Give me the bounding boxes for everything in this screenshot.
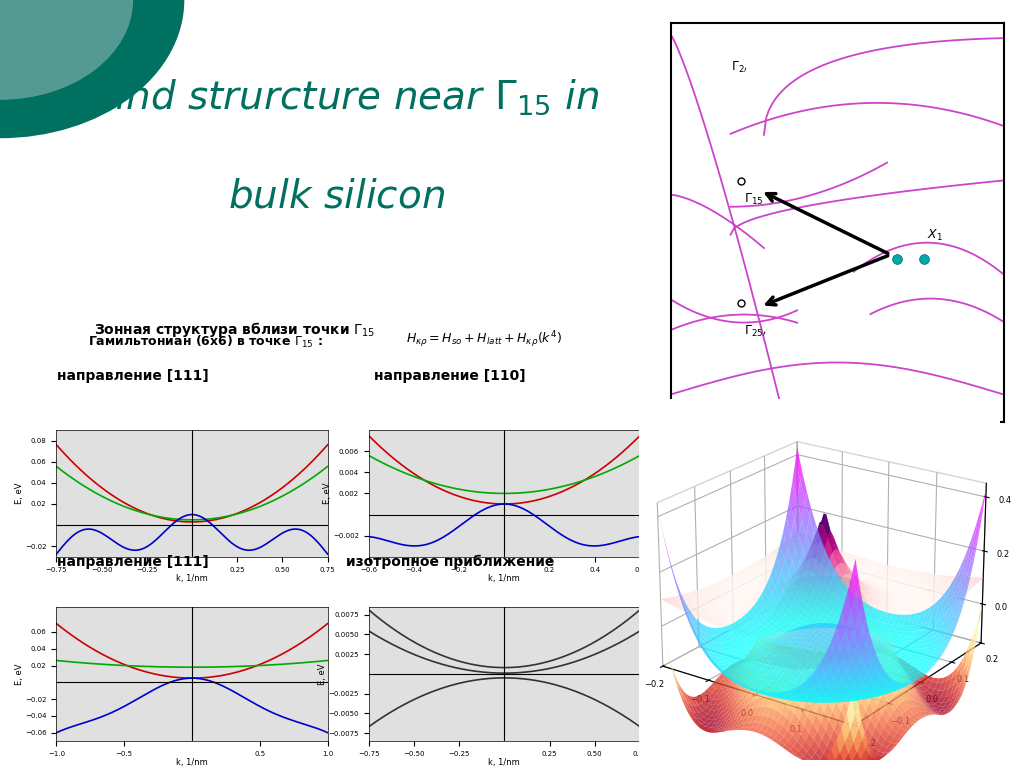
- Y-axis label: E, eV: E, eV: [318, 664, 327, 684]
- Text: Зонная структура вблизи точки $\Gamma_{15}$: Зонная структура вблизи точки $\Gamma_{1…: [93, 319, 375, 339]
- Y-axis label: E, eV: E, eV: [14, 664, 24, 684]
- Text: $\Gamma_{25\prime}$: $\Gamma_{25\prime}$: [743, 323, 766, 339]
- X-axis label: k, 1/nm: k, 1/nm: [488, 758, 520, 767]
- Text: $\mathbf{\it{Band\ strurcture\ near\ \Gamma_{15}\ in}}$: $\mathbf{\it{Band\ strurcture\ near\ \Ga…: [75, 78, 599, 117]
- Wedge shape: [0, 0, 133, 100]
- Wedge shape: [0, 0, 184, 138]
- Text: $X_1$: $X_1$: [927, 227, 943, 243]
- X-axis label: k, 1/nm: k, 1/nm: [176, 758, 208, 767]
- Text: изотропное приближение: изотропное приближение: [346, 555, 554, 569]
- Text: $H_{\kappa\rho}=H_{so}+H_{latt}+H_{\kappa\rho}(k^4)$: $H_{\kappa\rho}=H_{so}+H_{latt}+H_{\kapp…: [406, 329, 561, 349]
- Text: $\mathbf{\it{bulk\ silicon}}$: $\mathbf{\it{bulk\ silicon}}$: [228, 177, 445, 215]
- Text: $\Gamma_{15}$: $\Gamma_{15}$: [743, 192, 764, 207]
- Text: $\Gamma_{2\prime}$: $\Gamma_{2\prime}$: [731, 60, 748, 75]
- X-axis label: k, 1/nm: k, 1/nm: [488, 574, 520, 583]
- Text: направление [110]: направление [110]: [374, 369, 525, 383]
- Text: направление [111]: направление [111]: [56, 555, 208, 569]
- Text: Гамильтониан (6х6) в точке $\Gamma_{15}$ :: Гамильтониан (6х6) в точке $\Gamma_{15}$…: [88, 333, 323, 349]
- Y-axis label: E, eV: E, eV: [14, 483, 24, 504]
- Y-axis label: E, eV: E, eV: [323, 483, 332, 504]
- X-axis label: k, 1/nm: k, 1/nm: [176, 574, 208, 583]
- Text: направление [111]: направление [111]: [56, 369, 208, 383]
